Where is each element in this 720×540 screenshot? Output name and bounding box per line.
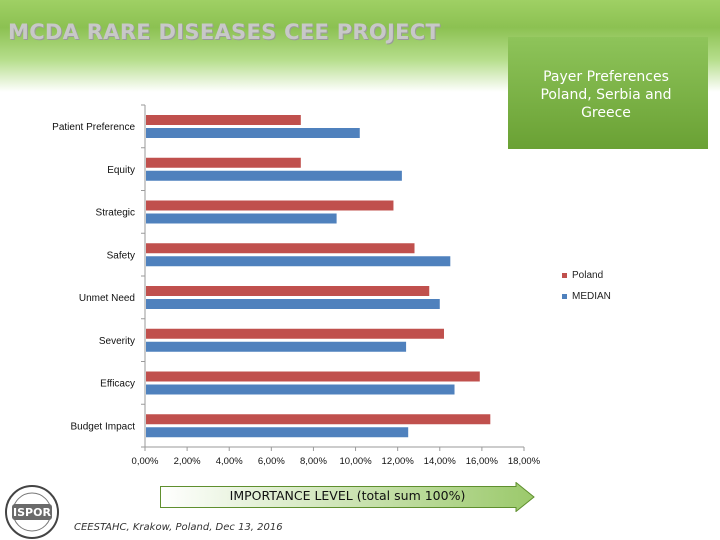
category-label: Equity [107,165,135,176]
x-tick-label: 16,00% [466,456,499,467]
footer-note: CEESTAHC, Krakow, Poland, Dec 13, 2016 [74,522,283,533]
x-tick-label: 0,00% [132,456,159,467]
x-tick-label: 12,00% [382,456,415,467]
bar-poland [146,286,430,296]
callout-line: Poland, Serbia and [540,87,672,103]
legend-label-median: MEDIAN [572,291,611,302]
payer-preferences-callout [508,37,708,149]
legend: Poland MEDIAN [562,265,611,307]
x-tick-label: 8,00% [300,456,327,467]
bar-median [146,427,409,438]
bar-poland [146,200,394,211]
ispor-logo: ISPOR [5,485,59,539]
callout-line: Greece [581,105,631,121]
callout-line: Payer Preferences [543,69,669,85]
importance-arrow [160,482,535,512]
category-label: Budget Impact [71,421,136,432]
x-tick-label: 14,00% [424,456,457,467]
x-tick-label: 2,00% [174,456,201,467]
bar-median [146,213,337,224]
category-label: Strategic [96,208,135,219]
bar-median [146,384,455,395]
bar-poland [146,414,491,425]
category-label: Severity [99,336,135,347]
bar-median [146,128,360,138]
x-tick-label: 10,00% [339,456,372,467]
legend-swatch-median [562,294,567,299]
bar-poland [146,328,444,339]
category-label: Safety [107,250,135,261]
legend-item-median: MEDIAN [562,286,611,307]
x-axis-title: IMPORTANCE LEVEL (total sum 100%) [229,488,466,503]
x-tick-label: 6,00% [258,456,285,467]
legend-label-poland: Poland [572,270,604,281]
bar-median [146,170,402,181]
bar-median [146,299,440,309]
payer-preferences-text: Payer Preferences Poland, Serbia and Gre… [524,68,688,122]
bar-median [146,256,451,267]
x-tick-label: 4,00% [216,456,243,467]
category-label: Patient Preference [52,122,135,133]
legend-item-poland: Poland [562,265,611,286]
category-label: Unmet Need [79,293,135,304]
bar-poland [146,157,301,168]
logo-text: ISPOR [13,506,51,519]
x-tick-label: 18,00% [508,456,541,467]
bar-median [146,341,407,352]
category-label: Efficacy [100,379,135,390]
legend-swatch-poland [562,273,567,278]
page-title: MCDA RARE DISEASES CEE PROJECT [8,20,441,44]
bar-poland [146,371,480,382]
bar-poland [146,115,301,125]
bar-poland [146,243,415,254]
